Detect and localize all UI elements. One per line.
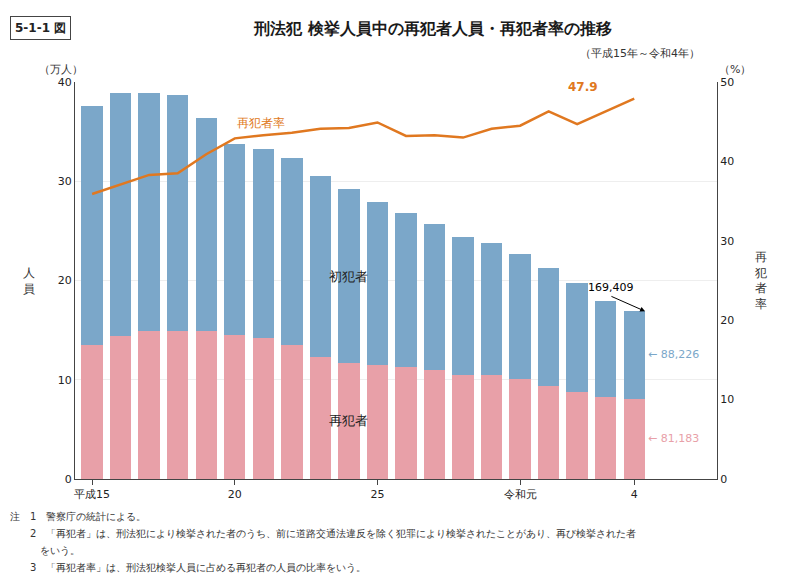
svg-text:← 88,226: ← 88,226 <box>648 348 699 361</box>
svg-text:（万人）: （万人） <box>39 63 83 76</box>
svg-text:30: 30 <box>720 235 734 248</box>
svg-text:20: 20 <box>58 274 72 287</box>
svg-text:← 81,183: ← 81,183 <box>648 432 699 445</box>
svg-text:20: 20 <box>228 488 242 501</box>
svg-text:令和元: 令和元 <box>504 488 537 501</box>
svg-text:をいう。: をいう。 <box>10 545 80 556</box>
svg-text:（%）: （%） <box>719 63 751 76</box>
svg-text:再犯者率: 再犯者率 <box>237 116 285 130</box>
svg-text:0: 0 <box>720 473 727 486</box>
svg-text:40: 40 <box>720 155 734 168</box>
svg-text:169,409: 169,409 <box>588 281 634 294</box>
svg-text:5-1-1 図: 5-1-1 図 <box>15 21 66 35</box>
svg-text:人員: 人員 <box>23 266 35 296</box>
svg-text:4: 4 <box>631 488 638 501</box>
svg-text:平成15: 平成15 <box>74 488 110 501</box>
svg-text:10: 10 <box>58 374 72 387</box>
svg-text:3 「再犯者率」は、刑法犯検挙人員に占める再犯者の人員の比率: 3 「再犯者率」は、刑法犯検挙人員に占める再犯者の人員の比率をいう。 <box>10 562 366 573</box>
svg-text:10: 10 <box>720 393 734 406</box>
svg-text:（平成15年～令和4年）: （平成15年～令和4年） <box>580 47 700 60</box>
svg-text:注 1 警察庁の統計による。: 注 1 警察庁の統計による。 <box>10 511 146 522</box>
svg-text:25: 25 <box>370 488 384 501</box>
svg-text:刑法犯 検挙人員中の再犯者人員・再犯者率の推移: 刑法犯 検挙人員中の再犯者人員・再犯者率の推移 <box>253 19 612 38</box>
svg-text:再犯者: 再犯者 <box>329 413 368 428</box>
svg-text:0: 0 <box>65 473 72 486</box>
svg-text:50: 50 <box>720 76 734 89</box>
svg-text:2 「再犯者」は、刑法犯により検挙された者のうち、前に道路交: 2 「再犯者」は、刑法犯により検挙された者のうち、前に道路交通法違反を除く犯罪に… <box>10 528 636 539</box>
svg-text:再犯者率: 再犯者率 <box>755 250 767 311</box>
svg-text:40: 40 <box>58 76 72 89</box>
svg-text:初犯者: 初犯者 <box>329 269 368 284</box>
svg-text:30: 30 <box>58 175 72 188</box>
svg-text:20: 20 <box>720 314 734 327</box>
svg-text:47.9: 47.9 <box>568 80 598 94</box>
